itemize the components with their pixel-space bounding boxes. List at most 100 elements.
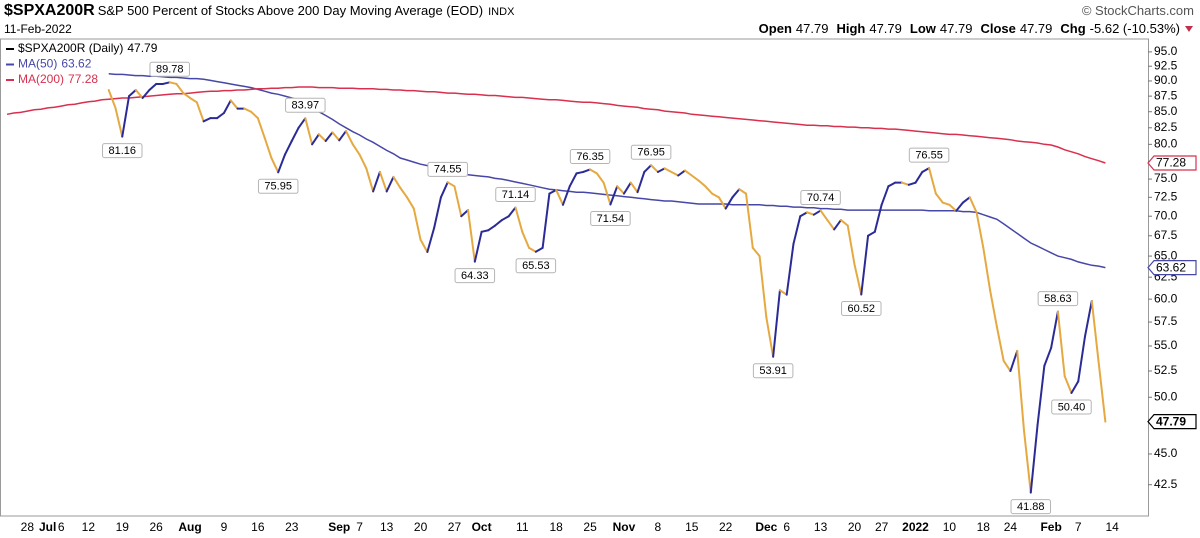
price-segment <box>636 170 646 194</box>
y-tick-label: 45.0 <box>1154 446 1178 460</box>
price-segment <box>575 170 585 175</box>
price-segment <box>873 203 883 233</box>
legend-name: $SPXA200R (Daily) <box>18 41 123 55</box>
x-tick-label: 20 <box>848 520 862 534</box>
price-segment <box>1029 423 1039 494</box>
price-segment <box>555 188 564 206</box>
price-segment <box>629 181 639 194</box>
value-label: 71.54 <box>597 213 625 225</box>
x-tick-label: Oct <box>472 520 492 534</box>
price-segment <box>1084 299 1093 338</box>
legend-entry: MA(50) 63.62 <box>18 57 92 71</box>
x-tick-label: 10 <box>943 520 957 534</box>
last-value-box <box>1147 155 1197 171</box>
price-segment <box>684 169 693 177</box>
y-tick-label: 65.0 <box>1154 248 1178 262</box>
price-segment <box>622 181 632 195</box>
value-label: 50.40 <box>1058 401 1086 413</box>
price-segment <box>792 215 802 245</box>
price-segment <box>1077 335 1087 383</box>
price-segment <box>643 164 653 173</box>
price-segment <box>283 139 293 156</box>
x-tick-label: 2022 <box>902 520 929 534</box>
price-segment <box>860 234 870 296</box>
price-segment <box>941 201 951 206</box>
y-tick-label: 90.0 <box>1154 73 1178 87</box>
price-segment <box>216 111 225 120</box>
last-value-box <box>1147 260 1197 276</box>
value-label: 89.78 <box>156 64 184 76</box>
price-segment <box>412 207 422 241</box>
value-label: 71.14 <box>502 189 530 201</box>
price-segment <box>799 211 809 218</box>
price-segment <box>500 215 510 222</box>
price-segment <box>107 89 117 109</box>
quote-label: High <box>836 21 866 36</box>
price-segment <box>731 188 741 199</box>
price-segment <box>419 238 429 253</box>
header-row: 11-Feb-2022 Open 47.79 High 47.79 Low 47.79 Cl… <box>4 21 1194 36</box>
quote-value: 47.79 <box>1019 21 1053 36</box>
price-segment <box>711 192 720 199</box>
ma-line <box>108 73 1106 269</box>
x-tick-label: 16 <box>251 520 265 534</box>
y-tick-label: 60.0 <box>1154 291 1178 305</box>
x-tick-label: 8 <box>655 520 662 534</box>
x-tick-label: Nov <box>613 520 636 534</box>
x-tick-label: 24 <box>1004 520 1018 534</box>
price-segment <box>948 203 958 212</box>
value-label-box <box>427 161 468 177</box>
price-segment <box>568 172 578 188</box>
price-segment <box>453 185 463 218</box>
price-segment <box>1036 364 1046 426</box>
price-segment <box>175 82 185 95</box>
price-segment <box>467 209 476 263</box>
value-label: 58.63 <box>1044 293 1072 305</box>
price-segment <box>189 96 198 104</box>
price-segment <box>548 188 558 195</box>
price-segment <box>806 211 815 216</box>
quote-value: 47.79 <box>795 21 829 36</box>
last-value-box <box>1147 413 1197 430</box>
price-segment <box>738 188 748 195</box>
value-label-box <box>515 258 557 274</box>
x-tick-label: 13 <box>814 520 828 534</box>
value-label-box <box>908 147 950 163</box>
x-tick-label: 22 <box>719 520 733 534</box>
x-tick-label: 6 <box>58 520 65 534</box>
price-segment <box>975 211 985 249</box>
price-segment <box>1016 349 1025 432</box>
price-segment <box>480 229 490 233</box>
price-segment <box>304 117 314 146</box>
quote-label: Close <box>980 21 1016 36</box>
value-label: 64.33 <box>461 270 489 282</box>
y-tick-label: 80.0 <box>1154 137 1178 151</box>
price-segment <box>202 117 212 123</box>
price-segment <box>677 169 686 177</box>
legend-entry: MA(200) 77.28 <box>18 72 98 86</box>
price-segment <box>494 219 503 227</box>
price-segment <box>785 242 795 296</box>
y-tick-label: 95.0 <box>1154 44 1178 58</box>
price-segment <box>833 219 842 231</box>
value-label-box <box>569 148 611 164</box>
price-segment <box>114 106 124 138</box>
quote-label: Open <box>758 21 792 36</box>
price-segment <box>128 89 137 98</box>
y-tick-label: 72.5 <box>1154 189 1178 203</box>
price-segment <box>887 181 897 188</box>
price-segment <box>934 192 944 204</box>
price-segment <box>399 186 409 199</box>
price-segment <box>1043 346 1053 367</box>
price-segment <box>955 201 964 212</box>
price-segment <box>148 82 158 92</box>
price-segment <box>772 289 781 358</box>
price-segment <box>853 263 863 296</box>
legend-name: MA(50) <box>18 57 57 71</box>
price-segment <box>656 167 666 173</box>
ma-line <box>6 86 1106 164</box>
quote-value: -5.62 (-10.53%) <box>1089 21 1180 36</box>
header: $SPXA200R S&P 500 Percent of Stocks Above… <box>0 0 1200 38</box>
price-segment <box>880 185 890 206</box>
